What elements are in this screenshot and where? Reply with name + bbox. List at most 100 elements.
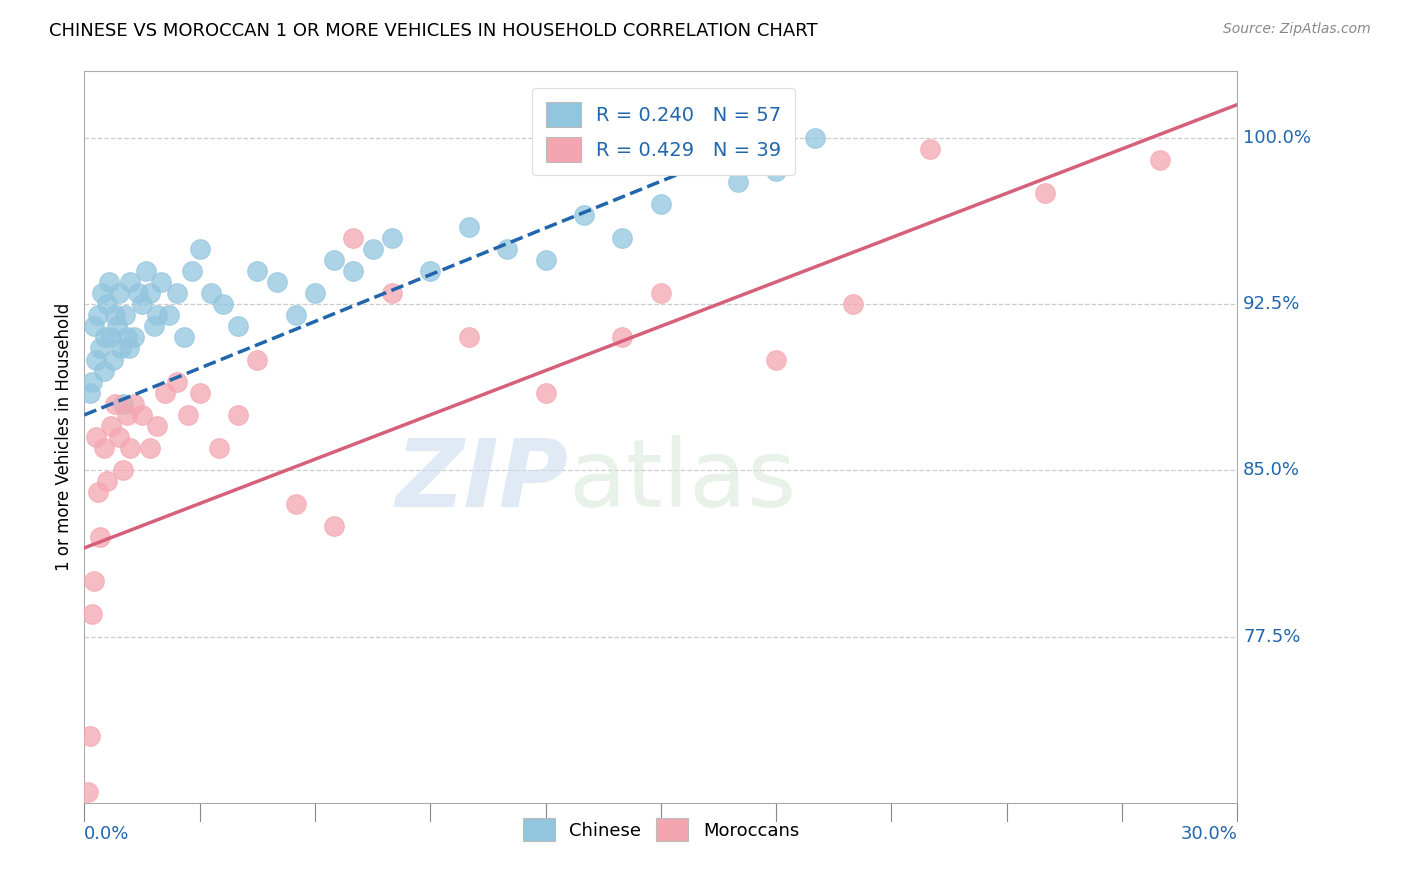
Point (146, 419, 169, 434)
Point (83, 574, 105, 589)
Point (166, 285, 188, 300)
Point (226, 408, 249, 422)
Point (246, 264, 269, 278)
Point (381, 285, 404, 300)
Point (83, 319, 105, 334)
Text: 85.0%: 85.0% (1243, 461, 1301, 479)
Point (612, 330, 634, 344)
Point (79, 729, 101, 743)
Text: 100.0%: 100.0% (1243, 128, 1310, 147)
Point (120, 441, 142, 455)
Point (100, 419, 122, 434)
Point (1149, 153, 1171, 167)
Text: 0.0%: 0.0% (84, 825, 129, 843)
Point (361, 242, 384, 256)
Point (84, 352, 107, 367)
Point (211, 297, 233, 311)
Point (727, 175, 749, 189)
Point (111, 397, 134, 411)
Point (115, 330, 138, 344)
Point (918, 142, 941, 156)
Point (842, 297, 865, 311)
Point (117, 342, 139, 356)
Point (323, 518, 346, 533)
Point (150, 275, 173, 289)
Point (89, 342, 111, 356)
Point (77, 785, 100, 799)
Point (104, 397, 127, 411)
Text: 30.0%: 30.0% (1181, 825, 1237, 843)
Point (188, 385, 211, 400)
Point (94, 330, 117, 344)
Point (105, 319, 128, 334)
Point (188, 242, 211, 256)
Text: ZIP: ZIP (395, 435, 568, 527)
Point (135, 264, 157, 278)
Point (115, 408, 138, 422)
Point (98, 275, 121, 289)
Point (342, 230, 364, 244)
Point (108, 285, 131, 300)
Point (1033, 186, 1056, 201)
Point (87, 485, 110, 500)
Point (166, 375, 188, 389)
Point (93, 363, 115, 377)
Point (496, 242, 519, 256)
Point (96, 475, 118, 489)
Text: CHINESE VS MOROCCAN 1 OR MORE VEHICLES IN HOUSEHOLD CORRELATION CHART: CHINESE VS MOROCCAN 1 OR MORE VEHICLES I… (49, 22, 818, 40)
Point (138, 441, 160, 455)
Point (304, 285, 326, 300)
Point (246, 352, 269, 367)
Point (342, 264, 364, 278)
Point (765, 164, 787, 178)
Point (100, 330, 122, 344)
Point (108, 430, 131, 444)
Y-axis label: 1 or more Vehicles in Household: 1 or more Vehicles in Household (55, 303, 73, 571)
Point (650, 197, 672, 211)
Point (110, 342, 132, 356)
Text: 92.5%: 92.5% (1243, 295, 1301, 313)
Text: Source: ZipAtlas.com: Source: ZipAtlas.com (1223, 22, 1371, 37)
Point (103, 352, 124, 367)
Point (142, 319, 165, 334)
Point (457, 219, 479, 234)
Point (200, 285, 222, 300)
Point (612, 230, 634, 244)
Point (80, 375, 103, 389)
Point (87, 308, 110, 322)
Point (572, 209, 595, 223)
Legend: Chinese, Moroccans: Chinese, Moroccans (516, 811, 806, 848)
Point (688, 142, 710, 156)
Point (650, 285, 672, 300)
Point (89, 530, 111, 544)
Point (173, 330, 195, 344)
Point (181, 264, 204, 278)
Point (284, 497, 307, 511)
Point (457, 330, 479, 344)
Point (266, 275, 288, 289)
Point (131, 297, 153, 311)
Point (79, 385, 101, 400)
Point (120, 275, 142, 289)
Point (93, 441, 115, 455)
Point (208, 441, 231, 455)
Point (146, 308, 169, 322)
Point (284, 308, 307, 322)
Text: 77.5%: 77.5% (1243, 628, 1301, 646)
Point (177, 408, 200, 422)
Point (124, 397, 146, 411)
Point (138, 285, 160, 300)
Point (131, 408, 153, 422)
Point (419, 264, 441, 278)
Point (111, 463, 134, 477)
Point (90, 285, 112, 300)
Point (124, 330, 146, 344)
Point (803, 131, 825, 145)
Point (534, 252, 557, 267)
Point (127, 285, 149, 300)
Text: atlas: atlas (568, 435, 797, 527)
Point (84, 430, 107, 444)
Point (534, 385, 557, 400)
Point (323, 252, 346, 267)
Point (96, 297, 118, 311)
